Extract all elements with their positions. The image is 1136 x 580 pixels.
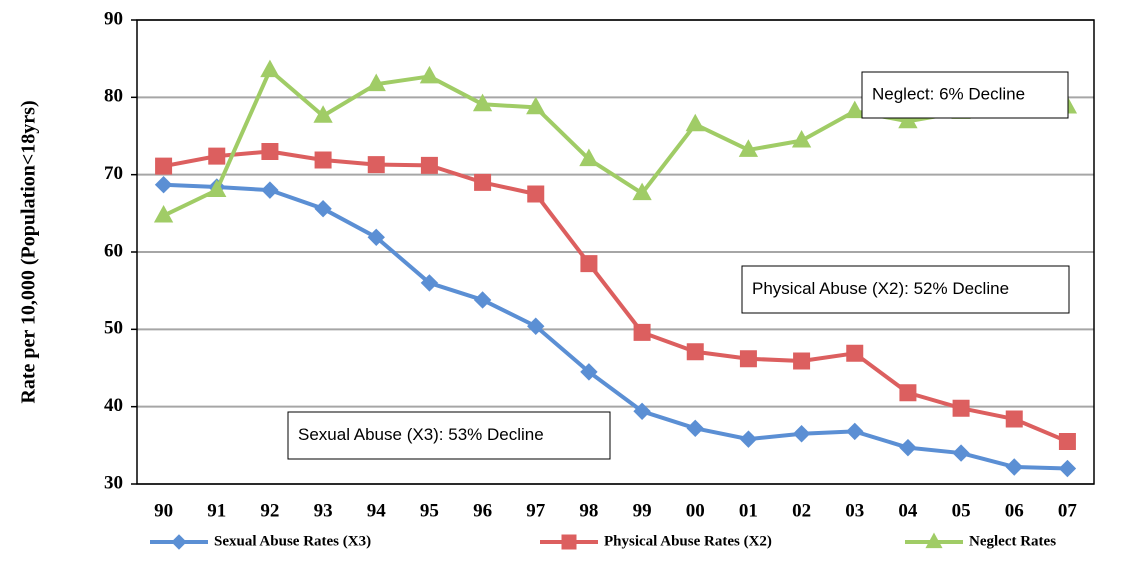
marker: [154, 176, 173, 194]
marker: [580, 363, 598, 381]
marker: [925, 532, 943, 549]
x-tick-label: 95: [420, 500, 439, 521]
marker: [633, 323, 651, 341]
y-axis-label: Rate per 10,000 (Population<18yrs): [18, 100, 40, 403]
marker: [739, 430, 758, 448]
marker: [739, 350, 757, 368]
legend-label: Sexual Abuse Rates (X3): [214, 533, 371, 549]
marker: [527, 185, 545, 203]
marker: [580, 255, 598, 273]
marker: [1005, 410, 1023, 428]
marker: [632, 182, 652, 201]
annotation: Sexual Abuse (X3): 53% Decline: [298, 425, 544, 444]
marker: [260, 59, 280, 78]
marker: [366, 73, 386, 92]
marker: [420, 156, 438, 174]
marker: [633, 402, 651, 421]
x-tick-label: 07: [1058, 500, 1078, 521]
x-tick-label: 92: [260, 500, 279, 521]
marker: [208, 147, 226, 165]
marker: [261, 181, 279, 199]
x-tick-label: 97: [526, 500, 546, 521]
plot-border: [136, 19, 1095, 485]
annotation-box: [861, 71, 1069, 119]
x-tick-label: 94: [367, 500, 387, 521]
marker: [207, 179, 227, 198]
marker: [846, 344, 864, 362]
x-tick-label: 01: [739, 500, 758, 521]
marker: [899, 384, 917, 402]
marker: [1005, 458, 1023, 476]
annotation: Neglect: 6% Decline: [872, 84, 1025, 103]
y-tick-label: 90: [104, 8, 123, 29]
x-tick-label: 02: [792, 500, 811, 521]
marker: [792, 425, 811, 443]
marker: [686, 343, 704, 361]
x-tick-label: 99: [633, 500, 652, 521]
x-tick-label: 04: [898, 500, 918, 521]
marker: [314, 151, 332, 169]
marker: [155, 157, 173, 175]
x-tick-label: 91: [207, 500, 226, 521]
legend-label: Physical Abuse Rates (X2): [604, 533, 772, 549]
y-tick-label: 80: [104, 86, 123, 107]
marker: [1058, 459, 1077, 478]
x-tick-label: 05: [952, 500, 971, 521]
annotation-box: [741, 265, 1070, 314]
marker: [791, 130, 812, 148]
x-tick-label: 96: [473, 500, 492, 521]
marker: [473, 291, 492, 309]
x-tick-label: 00: [686, 500, 705, 521]
marker: [313, 105, 333, 123]
marker: [367, 228, 385, 247]
marker: [952, 444, 970, 462]
y-tick-label: 70: [104, 163, 123, 184]
marker: [686, 419, 704, 438]
marker: [171, 534, 187, 550]
x-tick-label: 98: [579, 500, 598, 521]
marker: [899, 438, 917, 457]
marker: [561, 534, 577, 550]
marker: [845, 100, 865, 119]
x-tick-label: 06: [1005, 500, 1024, 521]
marker: [898, 110, 918, 129]
marker: [579, 148, 599, 167]
marker: [526, 96, 546, 115]
line: [162, 68, 1068, 218]
marker: [846, 422, 864, 441]
marker: [153, 205, 174, 223]
marker: [420, 274, 439, 292]
x-tick-label: 93: [314, 500, 333, 521]
marker: [314, 199, 332, 218]
y-tick-label: 30: [104, 472, 123, 493]
marker: [472, 93, 493, 112]
line: [163, 149, 1069, 444]
y-tick-label: 40: [104, 395, 123, 416]
x-tick-label: 90: [154, 500, 173, 521]
marker: [367, 156, 385, 174]
marker: [685, 113, 705, 132]
legend-label: Neglect Rates: [969, 533, 1056, 549]
marker: [527, 317, 545, 335]
annotation: Physical Abuse (X2): 52% Decline: [752, 279, 1009, 298]
y-tick-label: 50: [104, 318, 123, 339]
marker: [261, 142, 279, 160]
marker: [952, 399, 970, 417]
x-tick-label: 03: [845, 500, 864, 521]
marker: [738, 139, 759, 157]
marker: [474, 173, 492, 191]
annotation-box: [287, 411, 611, 460]
line: [163, 182, 1068, 471]
marker: [1058, 432, 1076, 450]
marker: [793, 352, 811, 370]
marker: [419, 65, 440, 84]
y-tick-label: 60: [104, 240, 123, 261]
